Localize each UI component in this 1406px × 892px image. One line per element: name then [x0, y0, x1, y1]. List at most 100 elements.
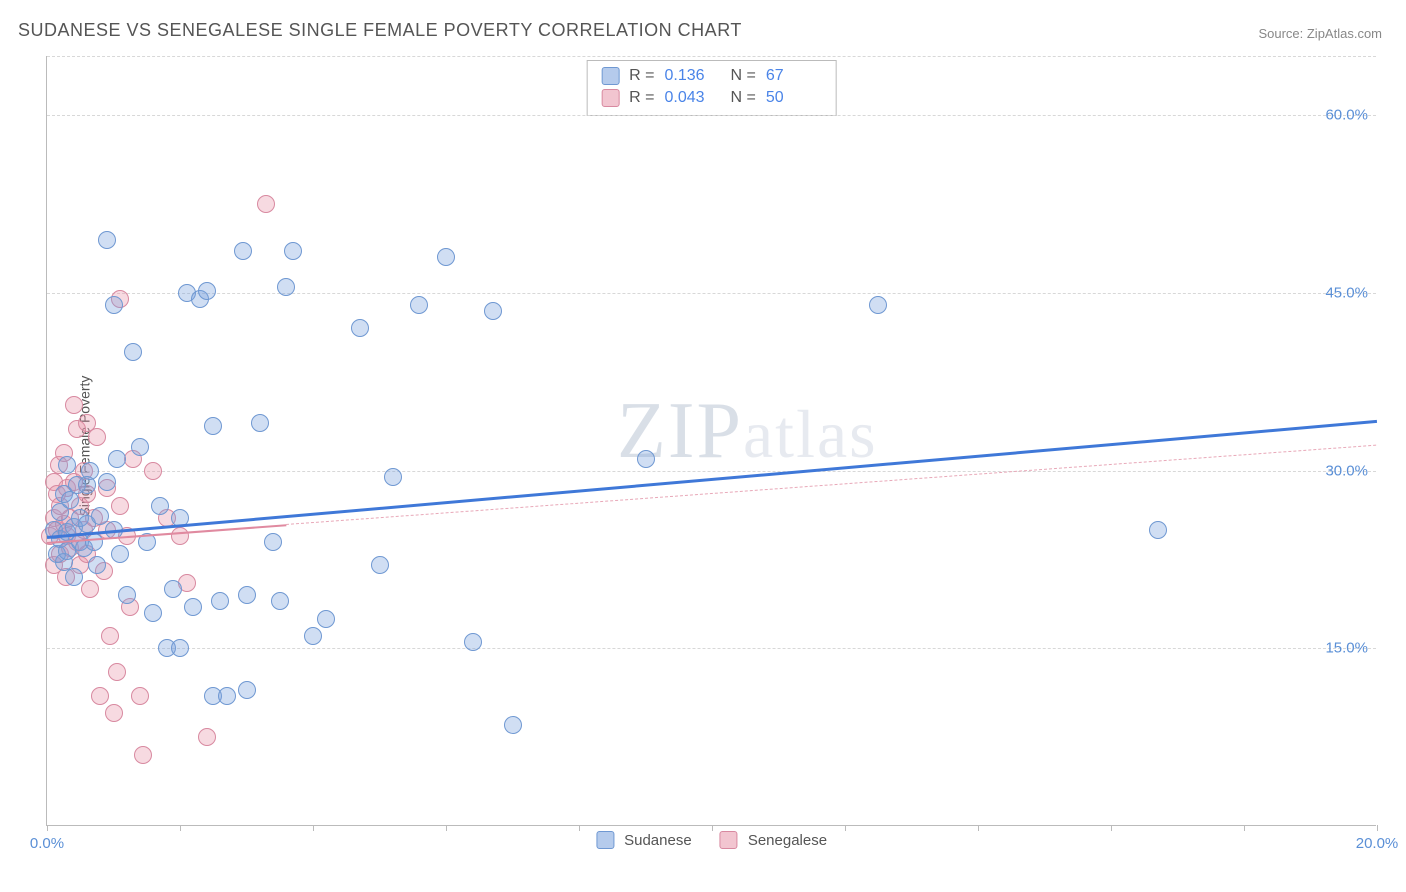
watermark: ZIPatlas — [617, 386, 878, 477]
legend-n-value-senegalese: 50 — [766, 87, 822, 109]
scatter-point — [144, 462, 162, 480]
scatter-point — [264, 533, 282, 551]
xtick — [1377, 825, 1378, 831]
legend-n-label: N = — [731, 65, 756, 87]
scatter-point — [238, 681, 256, 699]
chart-title: SUDANESE VS SENEGALESE SINGLE FEMALE POV… — [18, 20, 742, 41]
scatter-point — [81, 580, 99, 598]
ytick-label: 15.0% — [1325, 640, 1368, 657]
scatter-point — [91, 687, 109, 705]
scatter-point — [371, 556, 389, 574]
xtick — [180, 825, 181, 831]
plot-area: ZIPatlas R = 0.136 N = 67 R = 0.043 N = … — [46, 56, 1376, 826]
scatter-point — [504, 716, 522, 734]
scatter-point — [284, 242, 302, 260]
gridline-h — [47, 648, 1376, 649]
scatter-point — [58, 456, 76, 474]
scatter-point — [184, 598, 202, 616]
xtick — [845, 825, 846, 831]
xtick-label: 0.0% — [30, 835, 64, 852]
legend-swatch-pink — [720, 831, 738, 849]
scatter-point — [105, 704, 123, 722]
scatter-point — [171, 527, 189, 545]
scatter-point — [464, 633, 482, 651]
scatter-point — [111, 497, 129, 515]
scatter-point — [637, 450, 655, 468]
legend-label-senegalese: Senegalese — [748, 832, 827, 849]
ytick-label: 60.0% — [1325, 107, 1368, 124]
legend-row-senegalese: R = 0.043 N = 50 — [601, 87, 822, 109]
legend-swatch-pink — [601, 89, 619, 107]
legend-r-value-sudanese: 0.136 — [665, 65, 721, 87]
legend-item-senegalese: Senegalese — [720, 831, 827, 849]
scatter-point — [484, 302, 502, 320]
legend-row-sudanese: R = 0.136 N = 67 — [601, 65, 822, 87]
xtick — [1244, 825, 1245, 831]
scatter-point — [124, 343, 142, 361]
scatter-point — [351, 319, 369, 337]
ytick-label: 45.0% — [1325, 284, 1368, 301]
legend-n-value-sudanese: 67 — [766, 65, 822, 87]
scatter-point — [218, 687, 236, 705]
gridline-h — [47, 115, 1376, 116]
xtick — [47, 825, 48, 831]
scatter-point — [65, 568, 83, 586]
gridline-h — [47, 56, 1376, 57]
scatter-point — [108, 663, 126, 681]
scatter-point — [1149, 521, 1167, 539]
scatter-point — [111, 545, 129, 563]
scatter-point — [65, 396, 83, 414]
scatter-point — [204, 417, 222, 435]
legend-r-label: R = — [629, 65, 654, 87]
scatter-point — [171, 639, 189, 657]
scatter-point — [164, 580, 182, 598]
xtick — [313, 825, 314, 831]
legend-n-label: N = — [731, 87, 756, 109]
scatter-point — [151, 497, 169, 515]
scatter-point — [869, 296, 887, 314]
scatter-point — [98, 231, 116, 249]
xtick-label: 20.0% — [1356, 835, 1399, 852]
scatter-point — [251, 414, 269, 432]
scatter-point — [198, 728, 216, 746]
scatter-point — [91, 507, 109, 525]
scatter-point — [88, 556, 106, 574]
legend-r-value-senegalese: 0.043 — [665, 87, 721, 109]
scatter-point — [437, 248, 455, 266]
scatter-point — [277, 278, 295, 296]
xtick — [1111, 825, 1112, 831]
scatter-point — [131, 438, 149, 456]
scatter-point — [304, 627, 322, 645]
xtick — [446, 825, 447, 831]
scatter-point — [144, 604, 162, 622]
scatter-point — [234, 242, 252, 260]
legend-swatch-blue — [601, 67, 619, 85]
scatter-point — [131, 687, 149, 705]
ytick-label: 30.0% — [1325, 462, 1368, 479]
scatter-point — [384, 468, 402, 486]
scatter-point — [105, 296, 123, 314]
gridline-h — [47, 471, 1376, 472]
scatter-point — [238, 586, 256, 604]
legend-correlation: R = 0.136 N = 67 R = 0.043 N = 50 — [586, 60, 837, 116]
legend-label-sudanese: Sudanese — [624, 832, 692, 849]
scatter-point — [78, 476, 96, 494]
scatter-point — [410, 296, 428, 314]
scatter-point — [118, 586, 136, 604]
scatter-point — [271, 592, 289, 610]
xtick — [978, 825, 979, 831]
legend-swatch-blue — [596, 831, 614, 849]
scatter-point — [88, 428, 106, 446]
legend-r-label: R = — [629, 87, 654, 109]
scatter-point — [108, 450, 126, 468]
scatter-point — [317, 610, 335, 628]
xtick — [579, 825, 580, 831]
legend-item-sudanese: Sudanese — [596, 831, 692, 849]
scatter-point — [211, 592, 229, 610]
scatter-point — [61, 491, 79, 509]
trend-line — [47, 420, 1377, 539]
xtick — [712, 825, 713, 831]
scatter-point — [134, 746, 152, 764]
scatter-point — [257, 195, 275, 213]
source-label: Source: ZipAtlas.com — [1258, 26, 1382, 41]
